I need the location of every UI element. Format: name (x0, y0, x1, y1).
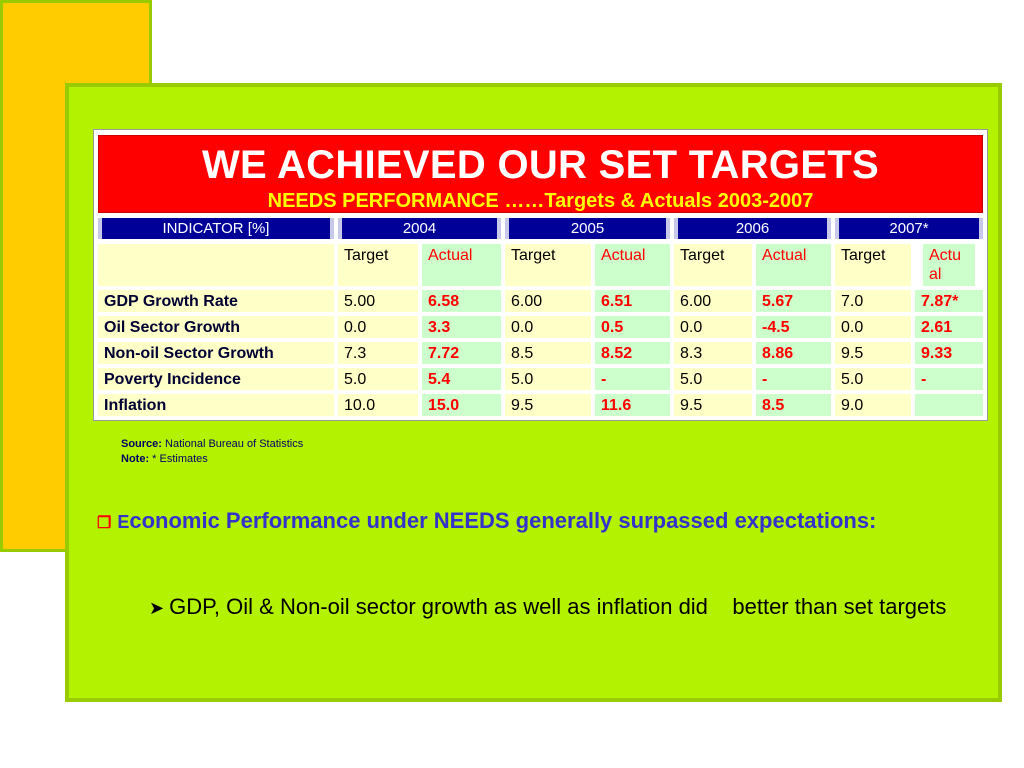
sub-bullet: ➤ GDP, Oil & Non-oil sector growth as wel… (149, 590, 981, 625)
main-bullet-text: conomic Performance under NEEDS generall… (129, 508, 877, 533)
cell-actual: 7.72 (422, 342, 501, 364)
cell-actual: 6.58 (422, 290, 501, 312)
subheader-actual-wrapped: Actu al (923, 244, 975, 286)
performance-table: WE ACHIEVED OUR SET TARGETS NEEDS PERFOR… (93, 129, 988, 421)
cell-actual: 11.6 (595, 394, 670, 416)
cell-actual: 3.3 (422, 316, 501, 338)
cell-target: 5.00 (338, 290, 418, 312)
row-label: GDP Growth Rate (98, 290, 334, 312)
cell-target: 5.0 (505, 368, 591, 390)
year-header-2004: 2004 (338, 218, 501, 239)
cell-actual: 8.5 (756, 394, 831, 416)
row-label: Oil Sector Growth (98, 316, 334, 338)
note-label: Note: (121, 453, 150, 465)
cell-actual: 15.0 (422, 394, 501, 416)
main-bullet: ❒ Economic Performance under NEEDS genera… (97, 505, 957, 540)
cell-actual: - (756, 368, 831, 390)
content-panel: WE ACHIEVED OUR SET TARGETS NEEDS PERFOR… (65, 83, 1002, 702)
cell-target: 0.0 (835, 316, 911, 338)
cell-actual: - (595, 368, 670, 390)
cell-target: 5.0 (338, 368, 418, 390)
note-text: * Estimates (152, 453, 208, 465)
cell-target: 0.0 (674, 316, 752, 338)
sub-bullet-text: GDP, Oil & Non-oil sector growth as well… (169, 594, 947, 619)
table-notes: Source: National Bureau of Statistics No… (121, 437, 303, 467)
source-label: Source: (121, 438, 162, 450)
subheader-actual: Actual (595, 244, 670, 286)
subheader-blank (98, 244, 334, 286)
row-label: Poverty Incidence (98, 368, 334, 390)
cell-target: 0.0 (338, 316, 418, 338)
cell-target: 9.0 (835, 394, 911, 416)
main-bullet-first-letter: E (117, 512, 130, 532)
cell-actual: 8.86 (756, 342, 831, 364)
cell-target: 9.5 (835, 342, 911, 364)
subheader-target: Target (674, 244, 752, 286)
cell-actual: 9.33 (915, 342, 983, 364)
year-header-2006: 2006 (674, 218, 831, 239)
cell-actual: -4.5 (756, 316, 831, 338)
cell-target: 6.00 (674, 290, 752, 312)
cell-target: 8.5 (505, 342, 591, 364)
row-label: Non-oil Sector Growth (98, 342, 334, 364)
cell-target: 7.3 (338, 342, 418, 364)
subheader-target: Target (505, 244, 591, 286)
checkbox-square-icon: ❒ (97, 515, 112, 532)
cell-target: 10.0 (338, 394, 418, 416)
cell-target: 9.5 (674, 394, 752, 416)
cell-actual: 7.87* (915, 290, 983, 312)
cell-target: 6.00 (505, 290, 591, 312)
cell-actual: 5.67 (756, 290, 831, 312)
indicator-header-unit: [%] (247, 220, 270, 237)
cell-actual: 2.61 (915, 316, 983, 338)
cell-target: 5.0 (835, 368, 911, 390)
row-label: Inflation (98, 394, 334, 416)
arrow-bullet-icon: ➤ (149, 598, 165, 618)
cell-target: 7.0 (835, 290, 911, 312)
cell-target: 8.3 (674, 342, 752, 364)
page-subtitle: NEEDS PERFORMANCE ……Targets & Actuals 20… (267, 190, 814, 212)
subheader-actual: Actual (422, 244, 501, 286)
cell-actual: 0.5 (595, 316, 670, 338)
cell-target: 9.5 (505, 394, 591, 416)
cell-actual (915, 394, 983, 416)
subheader-actual: Actual (756, 244, 831, 286)
indicator-header-label: INDICATOR (162, 220, 244, 237)
cell-actual: - (915, 368, 983, 390)
page-title: WE ACHIEVED OUR SET TARGETS (201, 143, 880, 187)
year-header-2005: 2005 (505, 218, 670, 239)
cell-target: 5.0 (674, 368, 752, 390)
subheader-target: Target (835, 244, 911, 286)
note-line: Note: * Estimates (121, 452, 303, 467)
title-banner: WE ACHIEVED OUR SET TARGETS NEEDS PERFOR… (98, 135, 983, 213)
source-line: Source: National Bureau of Statistics (121, 437, 303, 452)
cell-actual: 5.4 (422, 368, 501, 390)
cell-target: 0.0 (505, 316, 591, 338)
subheader-target: Target (338, 244, 418, 286)
cell-actual: 8.52 (595, 342, 670, 364)
source-text: National Bureau of Statistics (165, 438, 304, 450)
indicator-header: INDICATOR [%] (98, 218, 334, 239)
cell-actual: 6.51 (595, 290, 670, 312)
year-header-2007: 2007* (835, 218, 983, 239)
